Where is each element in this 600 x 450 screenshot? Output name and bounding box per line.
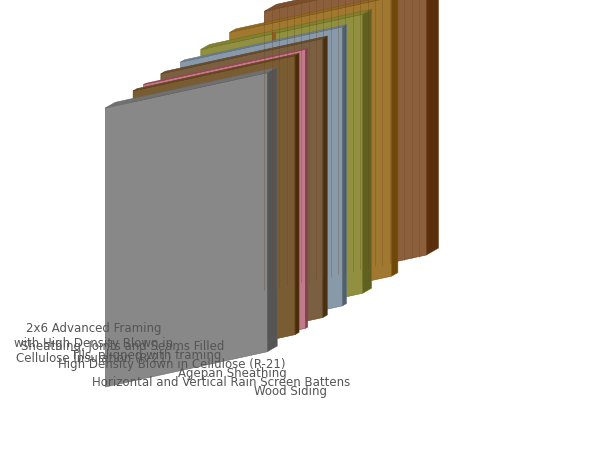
Text: TJIs, aligned with framing: TJIs, aligned with framing: [71, 349, 221, 362]
Polygon shape: [201, 9, 371, 50]
Polygon shape: [230, 0, 398, 32]
Polygon shape: [268, 67, 277, 352]
Polygon shape: [265, 0, 439, 11]
Polygon shape: [161, 39, 323, 353]
Polygon shape: [143, 50, 305, 364]
Text: 2x6 Advanced Framing
with High Density Blown in
Cellulose Insulation (R-21): 2x6 Advanced Framing with High Density B…: [14, 322, 173, 365]
Text: High Density Blown in Cellulose (R-21): High Density Blown in Cellulose (R-21): [58, 358, 286, 371]
Text: Sheathing, Joints and Seams Filled: Sheathing, Joints and Seams Filled: [21, 340, 224, 353]
Polygon shape: [305, 48, 308, 328]
Polygon shape: [427, 0, 439, 255]
Text: Horizontal and Vertical Rain Screen Battens: Horizontal and Vertical Rain Screen Batt…: [92, 376, 350, 389]
Polygon shape: [181, 27, 343, 341]
Polygon shape: [181, 25, 346, 62]
Polygon shape: [161, 36, 327, 74]
Text: Agepan Sheathing: Agepan Sheathing: [178, 367, 287, 380]
Polygon shape: [363, 9, 371, 293]
Polygon shape: [143, 48, 308, 85]
Polygon shape: [265, 0, 427, 290]
Polygon shape: [392, 0, 398, 276]
Text: Wood Siding: Wood Siding: [254, 385, 327, 398]
Polygon shape: [133, 54, 299, 91]
Polygon shape: [133, 56, 295, 370]
Polygon shape: [201, 14, 363, 328]
Polygon shape: [343, 25, 346, 306]
Polygon shape: [230, 0, 392, 311]
Polygon shape: [295, 54, 299, 335]
Polygon shape: [106, 67, 277, 108]
Polygon shape: [106, 73, 268, 387]
Polygon shape: [323, 36, 327, 318]
